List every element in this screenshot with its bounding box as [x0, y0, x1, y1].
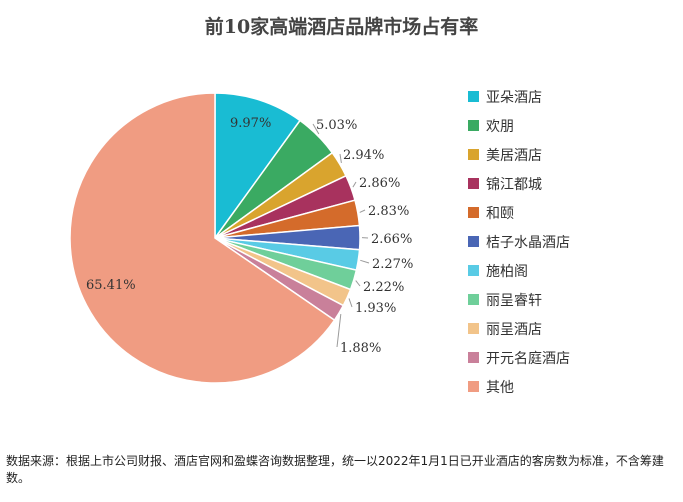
chart-title: 前10家高端酒店品牌市场占有率 [204, 16, 479, 38]
data-label-8: 2.22% [363, 280, 404, 295]
legend-swatch [468, 294, 479, 305]
data-label-1: 9.97% [230, 116, 271, 131]
legend-swatch [468, 120, 479, 131]
legend-swatch [468, 352, 479, 363]
legend-item-2: 欢朋 [468, 111, 668, 140]
data-label-11: 65.41% [86, 278, 136, 293]
leader-line-2 [312, 123, 320, 135]
legend-label: 开元名庭酒店 [486, 350, 570, 367]
pie-slice-11 [69, 92, 336, 384]
legend-item-6: 桔子水晶酒店 [468, 227, 668, 256]
legend-label: 美居酒店 [486, 147, 542, 164]
legend-label: 和颐 [486, 205, 514, 222]
legend-swatch [468, 149, 479, 160]
data-label-3: 2.94% [343, 148, 384, 163]
legend-label: 丽呈酒店 [486, 321, 542, 338]
data-label-2: 5.03% [316, 118, 357, 133]
legend-item-11: 其他 [468, 372, 668, 401]
legend-label: 欢朋 [486, 118, 514, 135]
legend-swatch [468, 265, 479, 276]
legend-item-3: 美居酒店 [468, 140, 668, 169]
leader-line-10 [336, 313, 342, 348]
legend-swatch [468, 323, 479, 334]
source-note: 数据来源：根据上市公司财报、酒店官网和盈蝶咨询数据整理，统一以2022年1月1日… [6, 454, 664, 485]
leader-line-7 [360, 259, 370, 264]
legend-item-9: 丽呈酒店 [468, 314, 668, 343]
legend-label: 亚朵酒店 [486, 89, 542, 106]
data-label-6: 2.66% [371, 232, 412, 247]
leader-line-3 [339, 153, 342, 164]
legend-item-8: 丽呈睿轩 [468, 285, 668, 314]
legend-swatch [468, 91, 479, 102]
data-label-5: 2.83% [368, 204, 409, 219]
leader-line-4 [352, 181, 357, 188]
pie-chart: 9.97% 5.03% 2.94% 2.86% 2.83% 2.66% 2.27% 2.22%… [69, 92, 413, 384]
legend-label: 施柏阁 [486, 263, 528, 280]
legend-swatch [468, 178, 479, 189]
legend-label: 丽呈睿轩 [486, 292, 542, 309]
data-label-4: 2.86% [359, 176, 400, 191]
leader-line-9 [348, 298, 353, 308]
data-label-10: 1.88% [340, 341, 381, 356]
pie-slice-1 [214, 92, 302, 241]
legend-label: 锦江都城 [486, 176, 542, 193]
leader-line-8 [355, 280, 361, 287]
legend-item-4: 锦江都城 [468, 169, 668, 198]
data-label-7: 2.27% [372, 257, 413, 272]
legend-swatch [468, 207, 479, 218]
legend-swatch [468, 236, 479, 247]
legend-label: 桔子水晶酒店 [486, 234, 570, 251]
legend: 亚朵酒店欢朋美居酒店锦江都城和颐桔子水晶酒店 施柏阁丽呈睿轩丽呈酒店开元名庭酒店其… [468, 82, 668, 401]
legend-label: 其他 [486, 379, 514, 396]
leader-line-5 [359, 209, 366, 213]
legend-item-10: 开元名庭酒店 [468, 343, 668, 372]
legend-item-1: 亚朵酒店 [468, 82, 668, 111]
legend-item-5: 和颐 [468, 198, 668, 227]
data-label-9: 1.93% [355, 301, 396, 316]
legend-item-7: 施柏阁 [468, 256, 668, 285]
legend-swatch [468, 381, 479, 392]
